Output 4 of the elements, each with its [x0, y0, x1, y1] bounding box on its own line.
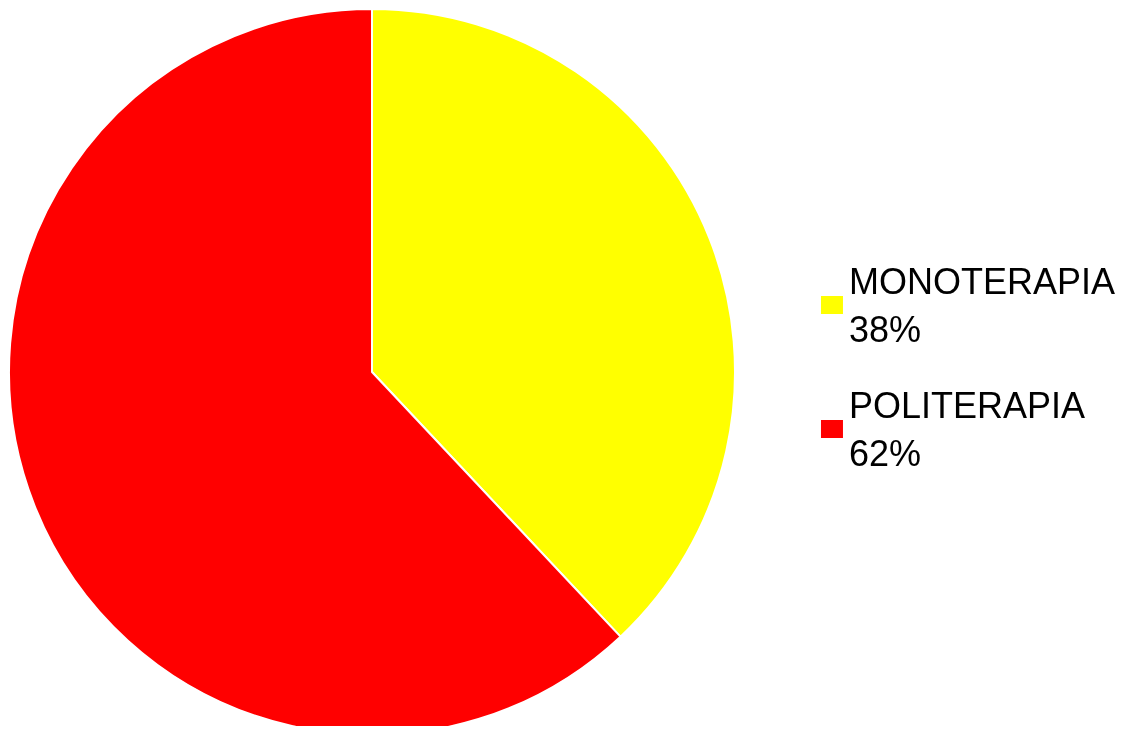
legend-label: POLITERAPIA — [848, 384, 1086, 426]
data-label: 62% — [848, 432, 922, 474]
data-label: 38% — [848, 308, 922, 350]
legend-label: MONOTERAPIA — [848, 260, 1115, 302]
